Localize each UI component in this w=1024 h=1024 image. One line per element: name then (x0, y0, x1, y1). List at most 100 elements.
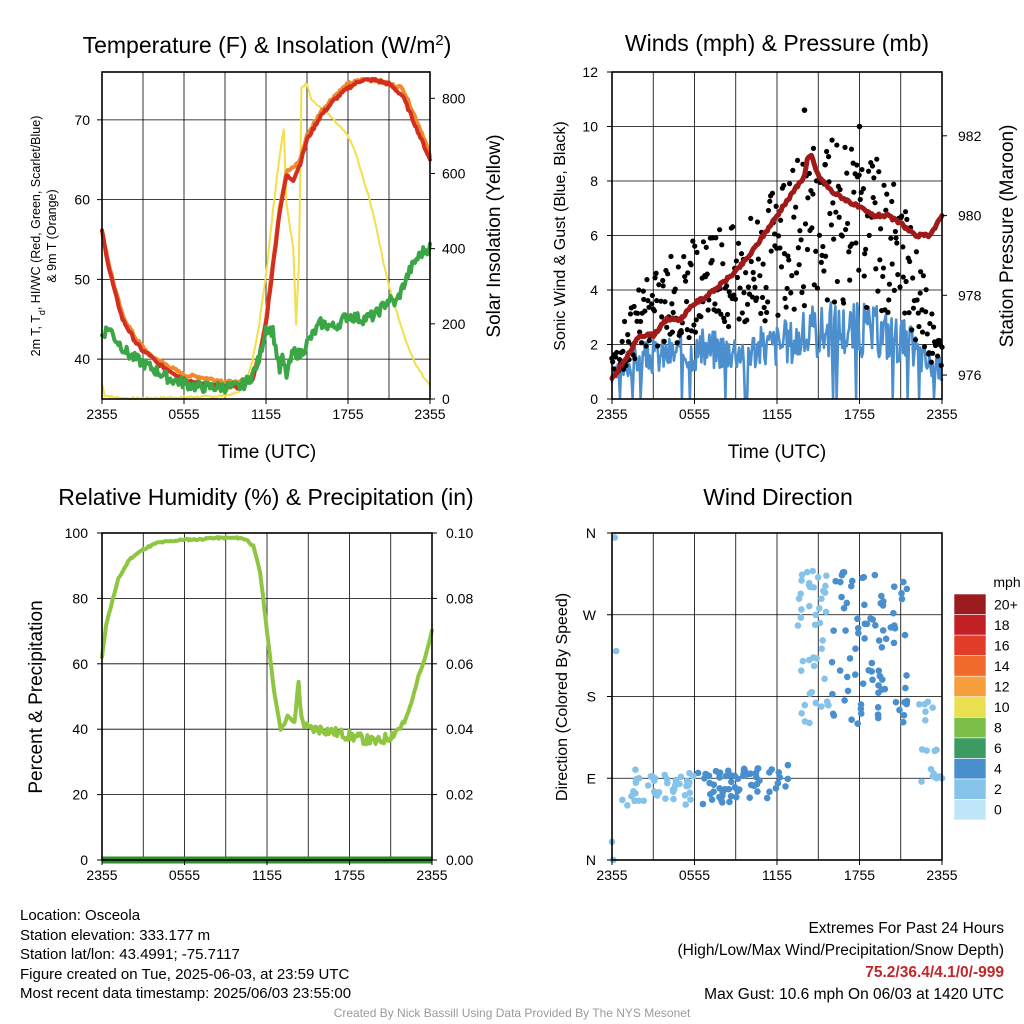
gust-point (745, 284, 752, 290)
gust-point (805, 195, 811, 201)
latlon-text: Station lat/lon: 43.4991; -75.7117 (20, 946, 240, 964)
gust-point (784, 285, 790, 292)
gust-point (837, 186, 843, 193)
gust-point (733, 258, 739, 264)
gust-point (785, 253, 791, 259)
gust-point (735, 240, 742, 246)
direction-point (880, 598, 887, 605)
rh-panel-y2tick-label: 0.10 (446, 525, 473, 541)
temp-panel-y2tick-label: 800 (442, 90, 466, 106)
direction-point (806, 690, 814, 698)
gust-point (658, 298, 664, 304)
direction-point (672, 776, 680, 784)
wind-panel-y2tick-label: 982 (958, 128, 982, 144)
gust-point (820, 243, 826, 250)
direction-point (830, 712, 838, 719)
direction-point (871, 571, 879, 579)
gust-point (810, 145, 817, 151)
colorbar-label: 6 (994, 740, 1002, 756)
gust-point (934, 353, 941, 359)
gust-point (902, 209, 909, 215)
temp-panel-xtick-label: 1155 (251, 406, 281, 422)
gust-point-peak (822, 161, 828, 168)
wind-panel-ytick-label: 8 (590, 173, 598, 189)
rh-panel-y2tick-label: 0.06 (446, 656, 473, 672)
elevation-text: Station elevation: 333.177 m (20, 926, 211, 944)
gust-point (632, 356, 638, 362)
gust-point (686, 334, 692, 341)
direction-point (772, 784, 780, 792)
direction-point (851, 671, 859, 678)
gust-point (893, 235, 899, 241)
gust-point (869, 163, 876, 169)
gust-point (872, 200, 878, 206)
gust-point (813, 248, 819, 254)
direction-point (878, 592, 885, 600)
direction-point (821, 589, 829, 596)
gust-point (754, 219, 761, 225)
direction-point (854, 720, 861, 727)
wind-panel-y2tick-label: 978 (958, 287, 982, 303)
gust-point (873, 266, 879, 272)
gust-point (892, 228, 898, 235)
gust-point (726, 289, 732, 295)
direction-point (872, 622, 879, 629)
gust-point (863, 304, 870, 311)
gust-point (703, 244, 709, 250)
gust-point (760, 261, 766, 267)
direction-point (815, 605, 823, 612)
gust-point (921, 344, 928, 350)
gust-point (844, 220, 851, 227)
direction-point (867, 615, 874, 622)
gust-point (661, 338, 667, 344)
gust-point (744, 301, 751, 307)
direction-point (868, 659, 876, 667)
direction-point (841, 697, 848, 704)
gust-point (936, 337, 943, 344)
colorbar-swatch (953, 634, 987, 656)
direction-point (624, 802, 631, 809)
direction-point (669, 786, 677, 794)
direction-point (854, 624, 862, 632)
gust-point (851, 189, 857, 195)
direction-point (799, 657, 807, 665)
gust-point (930, 324, 937, 330)
gust-point (910, 305, 917, 311)
gust-point (891, 181, 897, 187)
wind-panel-xlabel: Time (UTC) (728, 442, 827, 463)
direction-point (921, 700, 929, 708)
direction-point (876, 672, 884, 680)
direction-point (844, 687, 852, 695)
direction-point (798, 571, 806, 579)
gust-point (877, 257, 883, 263)
colorbar-label: 8 (994, 720, 1002, 736)
gust-point (620, 366, 627, 372)
direction-point (663, 775, 671, 783)
gust-point (880, 265, 887, 271)
direction-point (677, 773, 685, 781)
direction-point (763, 794, 771, 802)
gust-point (833, 209, 839, 215)
temp-panel-y2tick-label: 400 (442, 241, 466, 257)
direction-point (706, 779, 713, 787)
gust-point (654, 297, 660, 304)
colorbar-label: 12 (994, 678, 1010, 694)
gust-point (767, 198, 773, 204)
wind-panel-ytick-label: 0 (590, 391, 598, 407)
gust-point (613, 354, 619, 360)
gust-point (643, 343, 649, 349)
direction-point (901, 631, 909, 639)
gust-point (669, 301, 675, 307)
direction-point (721, 785, 729, 793)
direction-point (784, 761, 792, 769)
gust-point (884, 191, 890, 197)
direction-point (747, 770, 754, 777)
direction-point (782, 783, 789, 790)
direction-point (681, 792, 689, 799)
gust-point (692, 243, 698, 249)
gust-point (656, 282, 662, 288)
dir-panel-xtick-label: 0555 (679, 867, 710, 883)
gust-point (668, 253, 674, 260)
direction-point (854, 615, 861, 623)
gust-point (897, 284, 903, 290)
